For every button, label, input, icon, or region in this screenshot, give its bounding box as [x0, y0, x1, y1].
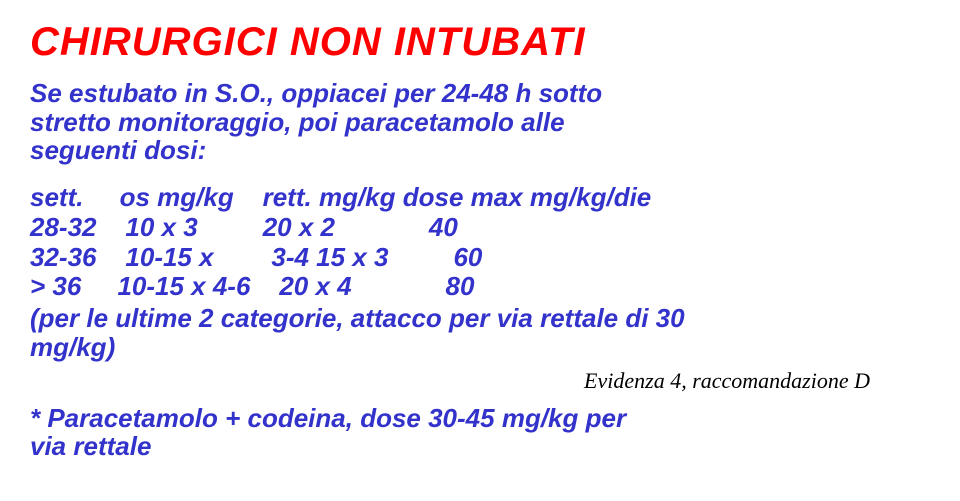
footer-line-1: * Paracetamolo + codeina, dose 30-45 mg/…	[30, 403, 626, 433]
intro-paragraph: Se estubato in S.O., oppiacei per 24-48 …	[30, 79, 930, 165]
table-header: sett. os mg/kg rett. mg/kg dose max mg/k…	[30, 182, 651, 212]
note-line-2: mg/kg)	[30, 332, 115, 362]
dosage-table: sett. os mg/kg rett. mg/kg dose max mg/k…	[30, 183, 930, 303]
intro-line-1: Se estubato in S.O., oppiacei per 24-48 …	[30, 78, 602, 108]
note-paragraph: (per le ultime 2 categorie, attacco per …	[30, 304, 930, 361]
table-row-3: > 36 10-15 x 4-6 20 x 4 80	[30, 271, 474, 301]
slide-title: CHIRURGICI NON INTUBATI	[30, 20, 930, 65]
table-row-2: 32-36 10-15 x 3-4 15 x 3 60	[30, 242, 482, 272]
intro-line-3: seguenti dosi:	[30, 135, 206, 165]
evidence-line: Evidenza 4, raccomandazione D	[30, 368, 870, 394]
table-row-1: 28-32 10 x 3 20 x 2 40	[30, 212, 458, 242]
note-line-1: (per le ultime 2 categorie, attacco per …	[30, 303, 685, 333]
footer-paragraph: * Paracetamolo + codeina, dose 30-45 mg/…	[30, 404, 930, 461]
footer-line-2: via rettale	[30, 431, 151, 461]
intro-line-2: stretto monitoraggio, poi paracetamolo a…	[30, 107, 565, 137]
